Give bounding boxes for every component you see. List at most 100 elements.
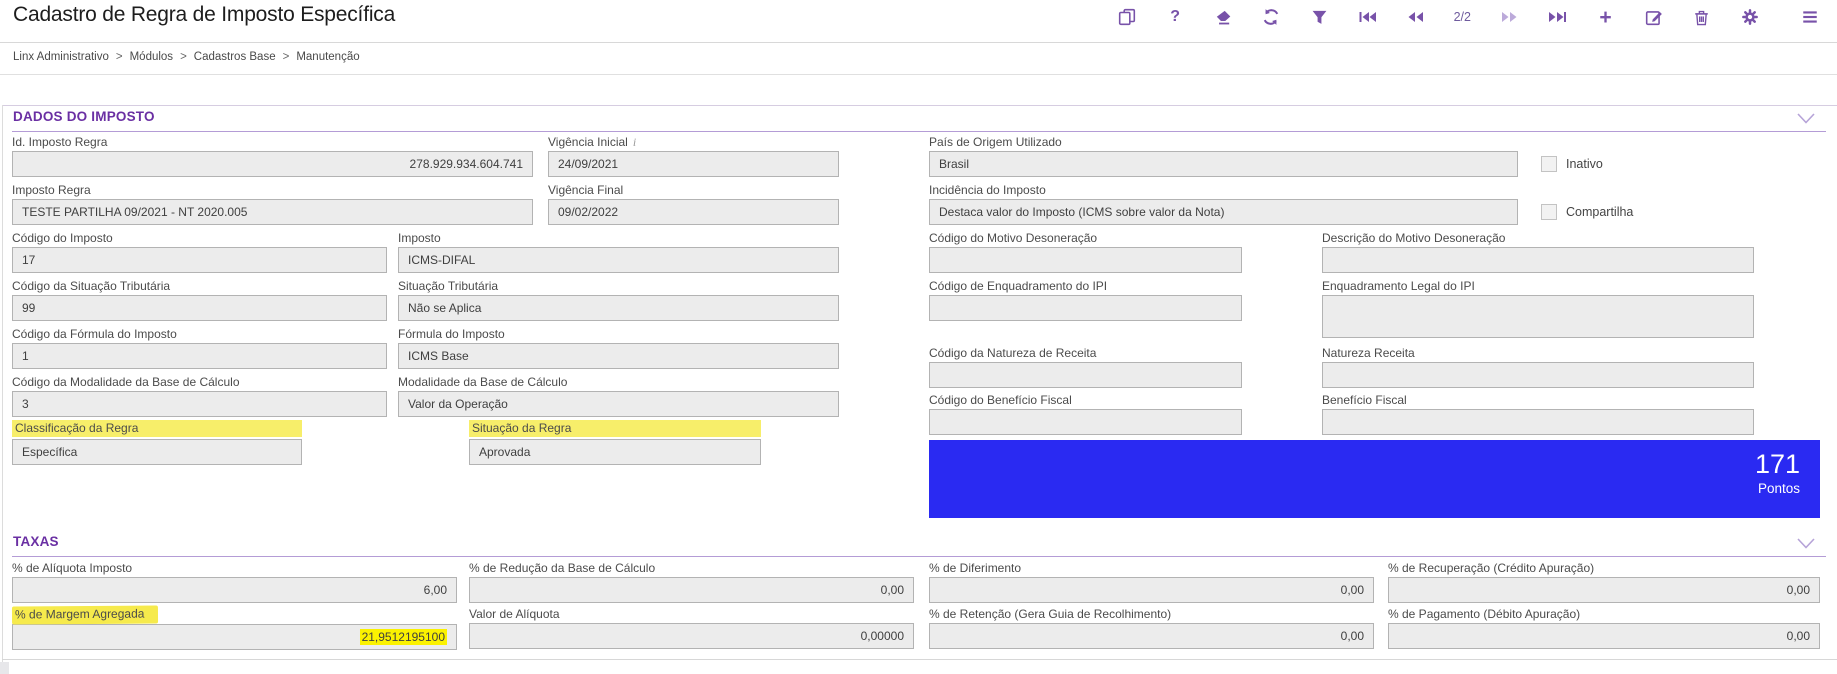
recuperacao-credito-input[interactable]: 0,00 xyxy=(1388,577,1820,603)
natureza-receita-input[interactable] xyxy=(1322,362,1754,388)
field-label: Código da Fórmula do Imposto xyxy=(12,327,177,341)
settings-gear-icon[interactable] xyxy=(1740,8,1759,27)
field-label: Situação Tributária xyxy=(398,279,499,293)
filter-icon[interactable] xyxy=(1310,8,1329,27)
reducao-base-calculo-input[interactable]: 0,00 xyxy=(469,577,914,603)
field-reducao-base-calculo: % de Redução da Base de Cálculo 0,00 xyxy=(469,562,914,603)
field-label: Código da Modalidade da Base de Cálculo xyxy=(12,375,240,389)
points-value: 171 xyxy=(1754,449,1800,479)
modalidade-base-calculo-input[interactable]: Valor da Operação xyxy=(398,391,839,417)
scrollbar-corner xyxy=(0,662,9,674)
breadcrumb-item[interactable]: Módulos xyxy=(129,51,174,63)
field-label: Imposto xyxy=(398,231,441,245)
add-record-button[interactable]: + xyxy=(1599,5,1612,29)
margem-agregada-input[interactable]: 21,9512195100 xyxy=(12,624,457,650)
field-pais-origem: País de Origem Utilizado Brasil xyxy=(929,136,1518,177)
highlighted-value: 21,9512195100 xyxy=(359,629,447,645)
copy-record-button[interactable] xyxy=(1118,8,1137,27)
last-record-button[interactable] xyxy=(1548,8,1567,27)
field-label: % de Pagamento (Débito Apuração) xyxy=(1388,607,1581,621)
descricao-motivo-desoneracao-input[interactable] xyxy=(1322,247,1754,273)
codigo-motivo-desoneracao-input[interactable] xyxy=(929,247,1242,273)
field-valor-aliquota: Valor de Alíquota 0,00000 xyxy=(469,608,914,649)
field-label: % de Recuperação (Crédito Apuração) xyxy=(1388,561,1595,575)
pais-origem-input[interactable]: Brasil xyxy=(929,151,1518,177)
vigencia-inicial-input[interactable]: 24/09/2021 xyxy=(548,151,839,177)
field-incidencia-imposto: Incidência do Imposto Destaca valor do I… xyxy=(929,184,1518,225)
field-label: Benefício Fiscal xyxy=(1322,393,1407,407)
field-id-imposto-regra: Id. Imposto Regra 278.929.934.604.741 xyxy=(12,136,533,177)
field-codigo-imposto: Código do Imposto 17 xyxy=(12,232,387,273)
help-button[interactable]: ? xyxy=(1170,8,1180,25)
eraser-icon[interactable] xyxy=(1214,8,1233,27)
refresh-icon[interactable] xyxy=(1262,8,1281,27)
field-label: Descrição do Motivo Desoneração xyxy=(1322,231,1506,245)
situacao-tributaria-input[interactable]: Não se Aplica xyxy=(398,295,839,321)
field-beneficio-fiscal: Benefício Fiscal xyxy=(1322,394,1754,435)
incidencia-imposto-input[interactable]: Destaca valor do Imposto (ICMS sobre val… xyxy=(929,199,1518,225)
collapse-dados-chevron-down-icon[interactable] xyxy=(1796,112,1816,130)
field-label: Vigência Inicial xyxy=(548,135,628,149)
info-icon: i xyxy=(632,135,637,149)
panel-left-border xyxy=(2,105,3,674)
edit-record-button[interactable] xyxy=(1644,8,1663,27)
compartilha-checkbox-row: Compartilha xyxy=(1541,204,1633,220)
beneficio-fiscal-input[interactable] xyxy=(1322,409,1754,435)
breadcrumb-item[interactable]: Cadastros Base xyxy=(193,51,276,63)
codigo-situacao-tributaria-input[interactable]: 99 xyxy=(12,295,387,321)
codigo-enquadramento-ipi-input[interactable] xyxy=(929,295,1242,321)
field-label: Id. Imposto Regra xyxy=(12,135,108,149)
field-label: Natureza Receita xyxy=(1322,346,1415,360)
codigo-formula-imposto-input[interactable]: 1 xyxy=(12,343,387,369)
codigo-imposto-input[interactable]: 17 xyxy=(12,247,387,273)
compartilha-checkbox[interactable] xyxy=(1541,204,1557,220)
field-label: Enquadramento Legal do IPI xyxy=(1322,279,1475,293)
field-codigo-beneficio-fiscal: Código do Benefício Fiscal xyxy=(929,394,1242,435)
field-label: Modalidade da Base de Cálculo xyxy=(398,375,568,389)
field-codigo-enquadramento-ipi: Código de Enquadramento do IPI xyxy=(929,280,1242,321)
codigo-natureza-receita-input[interactable] xyxy=(929,362,1242,388)
section-underline xyxy=(12,556,1826,557)
inativo-checkbox-row: Inativo xyxy=(1541,156,1603,172)
field-pagamento-debito: % de Pagamento (Débito Apuração) 0,00 xyxy=(1388,608,1820,649)
diferimento-input[interactable]: 0,00 xyxy=(929,577,1374,603)
field-codigo-motivo-desoneracao: Código do Motivo Desoneração xyxy=(929,232,1242,273)
next-record-button[interactable] xyxy=(1500,8,1519,27)
field-vigencia-inicial: Vigência Inicial i 24/09/2021 xyxy=(548,136,839,177)
first-record-button[interactable] xyxy=(1358,8,1377,27)
field-codigo-formula-imposto: Código da Fórmula do Imposto 1 xyxy=(12,328,387,369)
field-label: Código do Benefício Fiscal xyxy=(929,393,1072,407)
field-label: Código da Natureza de Receita xyxy=(929,346,1097,360)
field-diferimento: % de Diferimento 0,00 xyxy=(929,562,1374,603)
classificacao-regra-input[interactable]: Específica xyxy=(12,439,302,465)
page-title: Cadastro de Regra de Imposto Específica xyxy=(13,3,396,26)
inativo-checkbox[interactable] xyxy=(1541,156,1557,172)
field-label-highlighted: Classificação da Regra xyxy=(12,420,302,437)
retencao-guia-input[interactable]: 0,00 xyxy=(929,623,1374,649)
pagamento-debito-input[interactable]: 0,00 xyxy=(1388,623,1820,649)
breadcrumb-item[interactable]: Linx Administrativo xyxy=(13,51,109,63)
field-aliquota-imposto: % de Alíquota Imposto 6,00 xyxy=(12,562,457,603)
codigo-beneficio-fiscal-input[interactable] xyxy=(929,409,1242,435)
field-modalidade-base-calculo: Modalidade da Base de Cálculo Valor da O… xyxy=(398,376,839,417)
aliquota-imposto-input[interactable]: 6,00 xyxy=(12,577,457,603)
field-label-highlighted: % de Margem Agregada xyxy=(11,605,159,625)
collapse-taxas-chevron-down-icon[interactable] xyxy=(1796,537,1816,555)
enquadramento-legal-ipi-input[interactable] xyxy=(1322,295,1754,338)
situacao-regra-input[interactable]: Aprovada xyxy=(469,439,761,465)
breadcrumb-item[interactable]: Manutenção xyxy=(296,51,360,63)
menu-hamburger-icon[interactable] xyxy=(1801,8,1819,26)
delete-record-button[interactable] xyxy=(1692,8,1711,27)
codigo-modalidade-base-calculo-input[interactable]: 3 xyxy=(12,391,387,417)
valor-aliquota-input[interactable]: 0,00000 xyxy=(469,623,914,649)
vigencia-final-input[interactable]: 09/02/2022 xyxy=(548,199,839,225)
id-imposto-regra-input[interactable]: 278.929.934.604.741 xyxy=(12,151,533,177)
field-imposto: Imposto ICMS-DIFAL xyxy=(398,232,839,273)
field-codigo-natureza-receita: Código da Natureza de Receita xyxy=(929,347,1242,388)
previous-record-button[interactable] xyxy=(1406,8,1425,27)
field-codigo-situacao-tributaria: Código da Situação Tributária 99 xyxy=(12,280,387,321)
imposto-input[interactable]: ICMS-DIFAL xyxy=(398,247,839,273)
imposto-regra-input[interactable]: TESTE PARTILHA 09/2021 - NT 2020.005 xyxy=(12,199,533,225)
formula-imposto-input[interactable]: ICMS Base xyxy=(398,343,839,369)
field-natureza-receita: Natureza Receita xyxy=(1322,347,1754,388)
